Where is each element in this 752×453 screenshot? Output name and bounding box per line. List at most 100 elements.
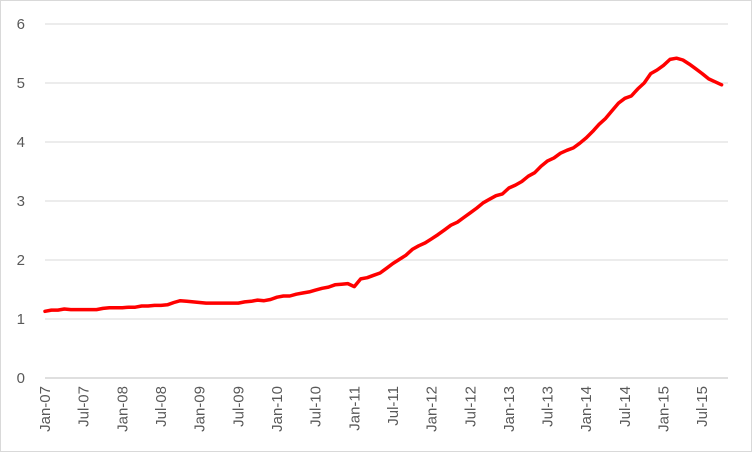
- data-point: [288, 294, 292, 298]
- data-point: [217, 301, 221, 305]
- data-point: [494, 194, 498, 197]
- x-tick-label: Jul-09: [230, 386, 247, 427]
- y-tick-label: 3: [17, 193, 25, 210]
- data-point: [346, 282, 350, 285]
- data-point: [95, 308, 98, 311]
- data-point: [552, 156, 556, 160]
- data-point: [694, 67, 697, 71]
- data-point: [191, 300, 195, 304]
- y-tick-label: 0: [17, 370, 25, 387]
- data-point: [610, 109, 614, 112]
- y-tick-labels: 0 1 2 3 4 5 6: [17, 16, 25, 387]
- data-point: [591, 130, 594, 133]
- data-point: [443, 228, 446, 232]
- data-point: [411, 248, 414, 251]
- data-point: [475, 206, 478, 210]
- data-point: [365, 276, 369, 279]
- data-point: [533, 171, 536, 174]
- data-point: [159, 304, 163, 307]
- data-point: [572, 146, 575, 150]
- data-point: [675, 57, 678, 60]
- data-point: [378, 271, 382, 275]
- series-line: [43, 56, 724, 314]
- data-point: [82, 308, 85, 311]
- data-point: [134, 306, 137, 309]
- y-tick-label: 6: [17, 16, 25, 33]
- data-point: [488, 198, 491, 201]
- data-point: [307, 290, 311, 294]
- data-point: [230, 301, 234, 305]
- data-point: [69, 308, 72, 311]
- x-tick-label: Jan-12: [424, 386, 441, 432]
- x-tick-label: Jan-10: [269, 386, 286, 432]
- data-point: [546, 159, 549, 163]
- data-point: [43, 310, 47, 313]
- data-point: [63, 307, 66, 311]
- data-point: [146, 304, 150, 308]
- data-point: [585, 136, 588, 140]
- data-point: [269, 298, 272, 301]
- x-tick-label: Jan-07: [37, 386, 54, 432]
- data-point: [456, 221, 459, 224]
- data-point: [121, 306, 124, 309]
- data-point: [282, 294, 285, 298]
- x-tick-label: Jul-15: [694, 386, 711, 427]
- y-tick-label: 1: [17, 311, 25, 328]
- data-point: [597, 123, 601, 126]
- data-point: [101, 307, 105, 310]
- data-point: [398, 258, 401, 261]
- data-point: [166, 303, 169, 307]
- data-point: [539, 164, 543, 168]
- data-point: [108, 306, 111, 309]
- data-point: [559, 152, 562, 155]
- data-point: [469, 211, 472, 214]
- data-point: [179, 299, 182, 302]
- data-point: [449, 223, 453, 227]
- series: [43, 56, 724, 314]
- data-point: [668, 58, 672, 61]
- data-point: [436, 233, 440, 236]
- data-point: [520, 180, 524, 183]
- data-point: [391, 262, 395, 265]
- data-point: [713, 80, 717, 84]
- data-point: [681, 58, 685, 62]
- data-point: [185, 300, 188, 303]
- data-point: [172, 301, 176, 304]
- x-tick-label: Jul-08: [153, 386, 170, 427]
- y-tick-label: 2: [17, 252, 25, 269]
- data-point: [707, 77, 710, 81]
- data-point: [359, 277, 362, 281]
- data-point: [262, 299, 266, 302]
- data-point: [636, 87, 639, 91]
- data-point: [655, 68, 659, 72]
- data-point: [153, 304, 156, 307]
- data-point: [417, 244, 420, 248]
- data-point: [256, 298, 259, 302]
- data-point: [617, 101, 620, 105]
- data-point: [249, 300, 253, 303]
- data-point: [720, 83, 723, 86]
- data-point: [198, 301, 201, 304]
- data-point: [649, 72, 652, 75]
- data-point: [630, 94, 633, 98]
- data-point: [56, 308, 60, 312]
- x-tick-label: Jul-10: [308, 386, 325, 427]
- data-point: [643, 81, 646, 85]
- data-point: [481, 201, 485, 204]
- x-tick-label: Jan-11: [346, 386, 363, 431]
- data-point: [327, 285, 330, 289]
- data-point: [514, 183, 517, 187]
- data-point: [301, 291, 304, 295]
- x-tick-label: Jan-15: [656, 386, 673, 432]
- data-point: [404, 254, 408, 257]
- data-point: [275, 295, 279, 299]
- x-tick-label: Jul-12: [462, 386, 479, 427]
- data-point: [688, 62, 691, 66]
- gridlines: [45, 23, 728, 320]
- data-point: [333, 283, 337, 286]
- data-point: [88, 308, 92, 311]
- data-point: [314, 288, 317, 292]
- data-point: [340, 282, 343, 286]
- data-point: [237, 301, 240, 305]
